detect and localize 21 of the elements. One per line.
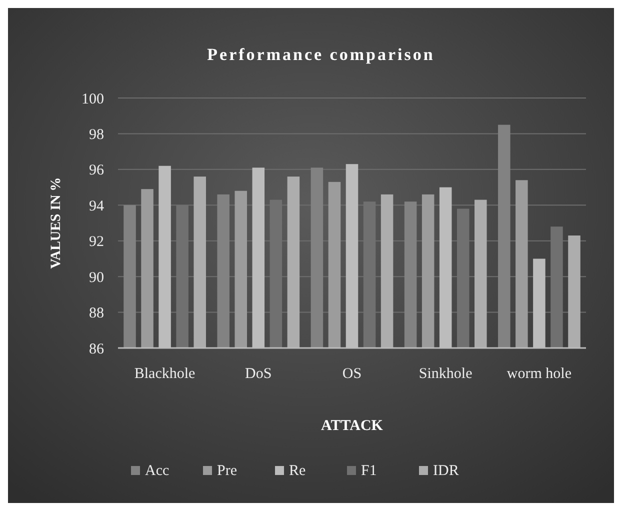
x-tick-label: OS — [342, 366, 362, 382]
y-tick-label: 98 — [89, 126, 104, 143]
y-tick-label: 96 — [89, 162, 104, 179]
y-tick-label: 86 — [89, 341, 104, 358]
x-tick-label: DoS — [245, 366, 272, 382]
y-tick-label: 100 — [82, 91, 104, 108]
x-tick-label: Sinkhole — [418, 366, 473, 382]
x-tick-label: Blackhole — [134, 366, 196, 382]
legend-label: Pre — [217, 463, 238, 479]
legend-label: F1 — [361, 463, 377, 479]
y-tick-label: 88 — [89, 306, 104, 322]
x-tick-label: worm hole — [506, 366, 572, 382]
y-tick-label: 92 — [89, 234, 104, 250]
legend-label: IDR — [433, 463, 459, 479]
chart-title: Performance comparison — [207, 45, 435, 64]
legend-label: Re — [289, 463, 306, 479]
y-axis-title: VALUES IN % — [49, 177, 64, 269]
y-tick-label: 94 — [89, 198, 104, 214]
y-tick-label: 90 — [89, 270, 104, 286]
x-axis-title: ATTACK — [321, 418, 384, 434]
legend-label: Acc — [145, 463, 170, 479]
